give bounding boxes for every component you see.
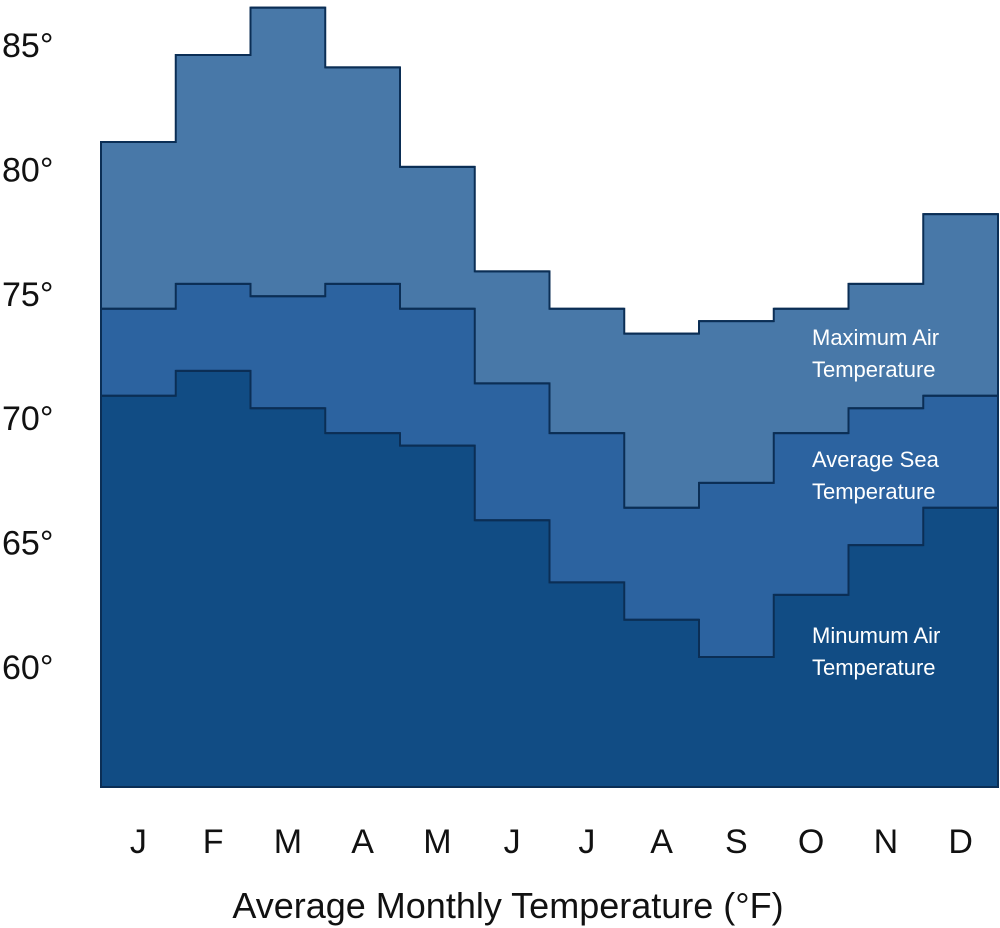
series-label-max_air: Maximum Air Temperature: [812, 325, 939, 382]
x-tick-label: A: [351, 823, 374, 861]
x-tick-label: F: [203, 823, 224, 861]
x-tick-label: M: [423, 823, 451, 861]
series-labels: Maximum Air Temperature Average Sea Tempera…: [812, 325, 940, 680]
series-label-line: Temperature: [812, 479, 936, 504]
y-axis: 85° 80° 75° 70° 65° 60°: [2, 27, 53, 687]
x-tick-label: M: [274, 823, 302, 861]
series-label-line: Average Sea: [812, 447, 940, 472]
plot-area: [100, 6, 999, 788]
y-tick-label: 75°: [2, 276, 53, 314]
x-tick-label: J: [504, 823, 521, 861]
series-label-min_air: Minumum Air Temperature: [812, 623, 940, 680]
x-tick-label: A: [650, 823, 673, 861]
x-tick-label: D: [948, 823, 973, 861]
y-tick-label: 60°: [2, 649, 53, 687]
x-axis-title: Average Monthly Temperature (°F): [232, 885, 783, 926]
series-label-line: Temperature: [812, 357, 936, 382]
x-tick-label: S: [725, 823, 748, 861]
y-tick-label: 85°: [2, 27, 53, 65]
x-tick-label: J: [130, 823, 147, 861]
y-tick-label: 80°: [2, 151, 53, 189]
series-min_air: [100, 369, 999, 788]
x-tick-label: O: [798, 823, 824, 861]
y-tick-label: 65°: [2, 525, 53, 563]
x-tick-label: J: [578, 823, 595, 861]
series-label-line: Minumum Air: [812, 623, 940, 648]
y-tick-label: 70°: [2, 400, 53, 438]
series-label-avg_sea: Average Sea Temperature: [812, 447, 940, 504]
series-label-line: Temperature: [812, 655, 936, 680]
x-tick-label: N: [874, 823, 899, 861]
series-label-line: Maximum Air: [812, 325, 939, 350]
